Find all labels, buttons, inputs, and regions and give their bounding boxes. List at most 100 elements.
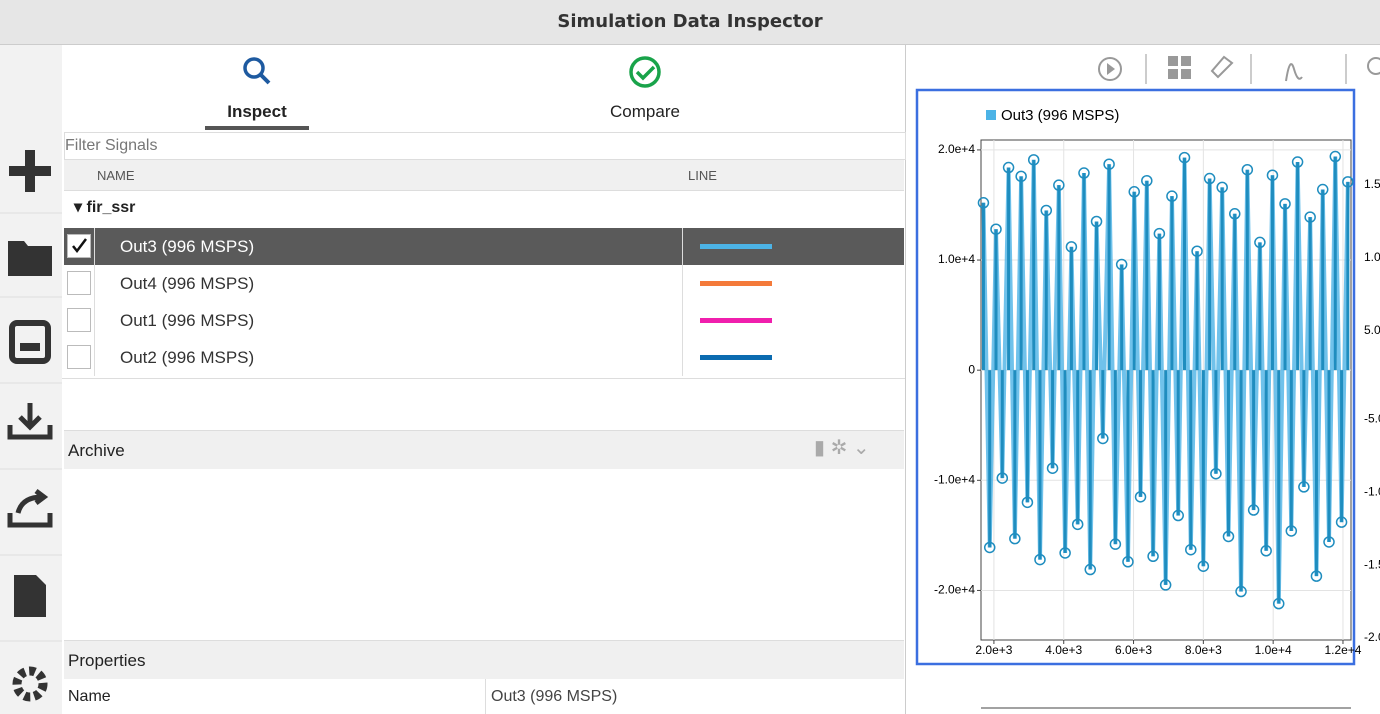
y2-tick-label: -1.5 [1364, 557, 1380, 571]
report-icon[interactable] [14, 575, 46, 617]
window-title: Simulation Data Inspector [557, 11, 823, 32]
stem-marker [1172, 509, 1184, 522]
stem-marker [1323, 536, 1335, 548]
stem-marker [1229, 208, 1241, 220]
stem-marker [1103, 158, 1115, 170]
checkbox[interactable] [67, 271, 91, 295]
stem-marker [1071, 518, 1084, 531]
stem-marker [983, 541, 996, 554]
stem-marker [1153, 227, 1166, 240]
download-icon[interactable] [7, 403, 53, 440]
stem-marker [1122, 556, 1134, 568]
stem-marker [1034, 553, 1046, 566]
stem-marker [1342, 176, 1354, 188]
stem-marker [1015, 170, 1027, 183]
stem-marker [1241, 163, 1254, 176]
stem-marker [1021, 496, 1034, 509]
archive-title: Archive [68, 441, 125, 460]
stem-marker [1304, 211, 1316, 223]
stem-marker [1040, 204, 1053, 217]
stem-marker [1298, 481, 1310, 493]
stem-marker [1310, 570, 1323, 582]
legend-swatch [986, 110, 996, 120]
settings-icon[interactable] [12, 666, 48, 702]
stem-marker [1046, 462, 1059, 474]
line-cell-border [682, 302, 683, 339]
line-cell-border [682, 228, 683, 265]
line-cell-border [682, 339, 683, 376]
y2-tick-label: -1.0 [1364, 485, 1380, 499]
signal-name: Out2 (996 MSPS) [120, 348, 255, 367]
stem-marker [1178, 151, 1191, 164]
line-sample [700, 281, 772, 286]
legend-label: Out3 (996 MSPS) [1001, 107, 1119, 124]
y-tick-label: 0 [968, 362, 975, 376]
signal-icon[interactable] [1285, 63, 1303, 82]
y2-tick-label: 1.0 [1364, 250, 1380, 264]
stem-marker [1335, 516, 1348, 528]
signal-row[interactable]: Out4 (996 MSPS) [64, 265, 904, 302]
y-tick-label: -2.0e+4 [934, 583, 975, 597]
stem-marker [1272, 597, 1285, 610]
line-sample [700, 355, 772, 360]
signal-row[interactable]: Out1 (996 MSPS) [64, 302, 904, 339]
sidebar [0, 45, 62, 714]
stem-marker [977, 197, 990, 209]
signal-row[interactable]: Out2 (996 MSPS) [64, 339, 904, 376]
property-key: Name [68, 688, 111, 705]
check-mark [72, 238, 87, 254]
property-value: Out3 (996 MSPS) [491, 688, 618, 705]
y2-tick-label: 5.0 [1364, 323, 1380, 337]
signal-row[interactable]: Out3 (996 MSPS) [64, 228, 904, 265]
table-header: NAME LINE [64, 160, 904, 191]
checkbox[interactable] [67, 308, 91, 332]
signal-name: Out1 (996 MSPS) [120, 311, 255, 330]
column-line: LINE [688, 168, 717, 183]
stem-marker [1027, 154, 1040, 166]
stem-marker [1291, 156, 1304, 168]
x-tick-label: 6.0e+3 [1115, 643, 1152, 657]
stem-marker [1235, 585, 1247, 598]
play-icon[interactable] [1098, 57, 1122, 81]
signal-separator [94, 265, 95, 302]
stem-marker [1109, 538, 1122, 550]
eraser-icon[interactable] [1210, 55, 1234, 79]
stem-marker [1197, 560, 1210, 572]
stem-marker [1316, 183, 1329, 196]
column-name: NAME [97, 168, 135, 183]
tab-inspect[interactable]: Inspect [227, 102, 287, 121]
tab-icons [205, 56, 661, 130]
stem-marker [990, 223, 1002, 235]
stem-marker [1090, 215, 1103, 228]
save-icon[interactable] [9, 320, 51, 364]
stem-marker [1185, 543, 1197, 556]
properties-title: Properties [68, 651, 146, 670]
share-icon[interactable] [7, 489, 53, 528]
group-name[interactable]: ▾ fir_ssr [74, 199, 136, 216]
signal-separator [94, 339, 95, 376]
plot-area: -2.0e+4 -1.0e+4 0 1.0e+4 2.0e+4 2.0e+3 4.0e+3 6… [915, 54, 1380, 709]
stem-marker [1210, 467, 1222, 480]
y2-tick-label: -5.0 [1364, 412, 1380, 426]
open-icon[interactable] [8, 241, 52, 276]
tab-compare[interactable]: Compare [610, 102, 680, 121]
stem-marker [1260, 545, 1272, 557]
stem-marker [1065, 241, 1078, 253]
x-tick-label: 4.0e+3 [1045, 643, 1082, 657]
archive-header: Archive ▮ ✲ ⌄ [64, 430, 904, 469]
axes-frame [980, 139, 1352, 641]
check-path [72, 238, 87, 254]
panel: Inspect Compare Filter Signals NAME LINE… [62, 45, 906, 714]
checkbox[interactable] [67, 345, 91, 369]
stem-marker [1009, 532, 1021, 545]
stem-marker [1115, 258, 1128, 271]
stem-marker [1002, 161, 1015, 174]
properties-header: Properties [64, 640, 904, 679]
signal-name: Out4 (996 MSPS) [120, 274, 255, 293]
checkbox[interactable] [67, 234, 91, 258]
stem-marker [1254, 236, 1266, 249]
layout-icon[interactable] [1168, 56, 1191, 79]
filter-input[interactable]: Filter Signals [64, 132, 906, 160]
signal-name: Out3 (996 MSPS) [120, 237, 255, 256]
